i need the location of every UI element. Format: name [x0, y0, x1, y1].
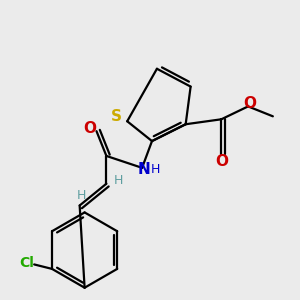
Text: H: H	[114, 174, 123, 187]
Text: H: H	[76, 189, 86, 202]
Text: H: H	[151, 163, 160, 176]
Text: O: O	[243, 96, 256, 111]
Text: O: O	[83, 121, 97, 136]
Text: O: O	[215, 154, 228, 169]
Text: S: S	[111, 109, 122, 124]
Text: Cl: Cl	[19, 256, 34, 270]
Text: N: N	[137, 162, 150, 177]
